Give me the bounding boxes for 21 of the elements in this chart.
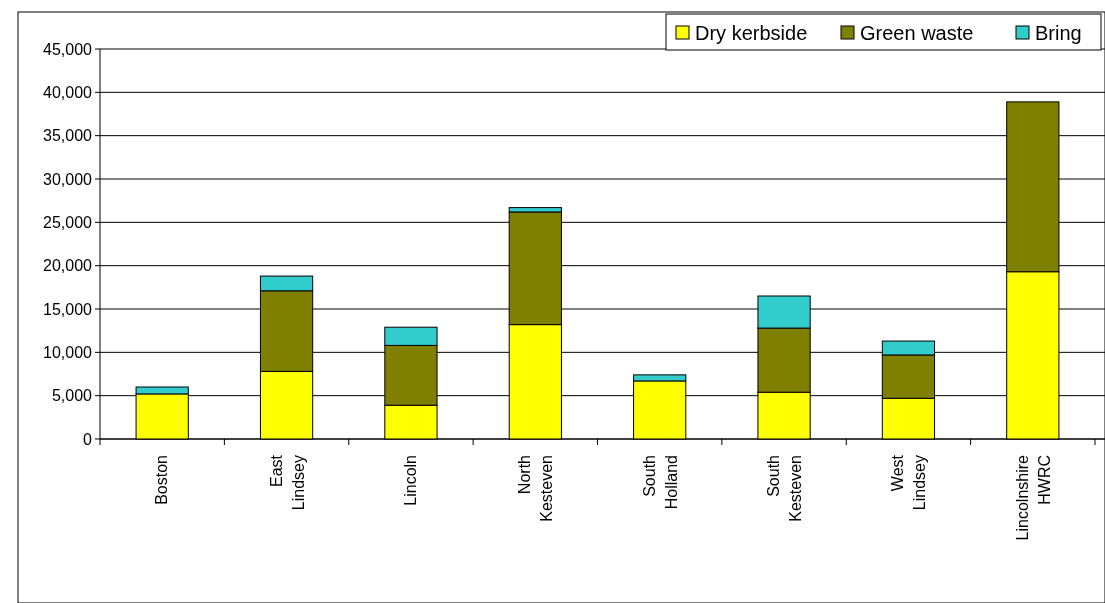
x-tick-label: East Lindsey bbox=[267, 454, 307, 511]
x-tick-label: North Kesteven bbox=[516, 455, 556, 522]
y-tick-label: 5,000 bbox=[51, 387, 93, 405]
y-tick-label: 20,000 bbox=[43, 257, 93, 275]
y-tick-label: 10,000 bbox=[43, 343, 93, 361]
y-tick-label: 30,000 bbox=[43, 170, 93, 188]
legend-label: Bring bbox=[1035, 22, 1082, 44]
x-tick-label: West Lindsey bbox=[889, 454, 929, 511]
y-tick-label: 25,000 bbox=[43, 213, 93, 231]
x-tick-label: Lincolnshire HWRC bbox=[1013, 454, 1053, 541]
y-tick-label: 0 bbox=[83, 430, 93, 448]
y-tick-label: 15,000 bbox=[43, 300, 93, 318]
y-tick-label: 45,000 bbox=[43, 40, 93, 58]
x-tick-label: South Kesteven bbox=[765, 455, 805, 522]
legend-label: Dry kerbside bbox=[695, 22, 808, 44]
legend-label: Green waste bbox=[860, 22, 974, 44]
y-tick-label: 35,000 bbox=[43, 127, 93, 145]
x-tick-label: Lincoln bbox=[401, 455, 419, 506]
y-tick-label: 40,000 bbox=[43, 83, 93, 101]
x-tick-label: Boston bbox=[153, 455, 171, 505]
x-tick-label: South Holland bbox=[640, 455, 680, 510]
